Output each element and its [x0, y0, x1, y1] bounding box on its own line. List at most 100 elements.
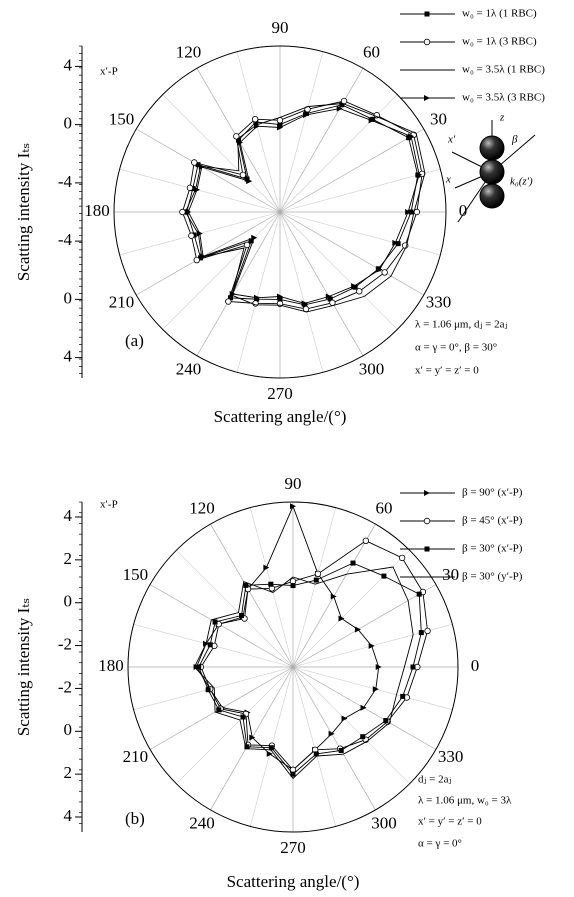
y-tick-label: -2 [58, 634, 72, 653]
y-tick-label: 2 [64, 763, 73, 782]
angle-label: 30 [430, 109, 447, 128]
marker [301, 300, 308, 307]
marker [372, 686, 379, 693]
annotation: α = γ = 0°, β = 30° [415, 342, 497, 354]
legend-label: w₀ = 3.5λ (3 RBC) [462, 92, 545, 104]
marker [313, 577, 319, 583]
marker [303, 111, 310, 118]
angle-label: 120 [189, 498, 215, 517]
marker [252, 300, 259, 307]
marker [383, 718, 389, 724]
diagram-label: z [499, 112, 505, 124]
marker [340, 97, 348, 105]
minor-spoke [279, 211, 441, 256]
marker [376, 266, 383, 273]
marker [229, 290, 236, 297]
marker [416, 591, 422, 597]
spoke [210, 523, 294, 668]
y-tick-label: 2 [64, 549, 73, 568]
diagram-label: x [445, 174, 451, 186]
angle-label: 330 [426, 292, 452, 311]
marker [362, 537, 370, 545]
y-tick-label: -2 [58, 677, 72, 696]
minor-spoke [236, 211, 281, 373]
minor-spoke [292, 666, 410, 784]
marker [251, 115, 259, 123]
marker [251, 234, 258, 241]
y-tick-label: 0 [64, 592, 73, 611]
marker [263, 564, 270, 571]
annotation: α = γ = 0° [418, 838, 462, 850]
marker [392, 239, 399, 246]
marker [238, 612, 244, 618]
angle-label: 30 [442, 565, 459, 584]
marker [254, 123, 261, 130]
minor-spoke [292, 666, 336, 827]
marker [338, 748, 344, 754]
marker [227, 295, 233, 301]
marker [381, 269, 388, 276]
marker [314, 570, 322, 578]
marker [410, 664, 416, 670]
angle-label: 180 [98, 656, 124, 675]
y-tick-label: -4 [58, 172, 73, 191]
marker [254, 294, 261, 301]
y-tick-label: 4 [64, 55, 73, 74]
marker [277, 296, 283, 302]
marker [266, 750, 273, 757]
outer-circle [113, 45, 447, 379]
marker [196, 230, 203, 237]
marker [370, 116, 376, 122]
marker [408, 133, 415, 140]
angle-label: 210 [123, 747, 149, 766]
marker [205, 687, 211, 693]
minor-spoke [292, 550, 410, 668]
marker [195, 162, 201, 168]
y-tick-label: 4 [64, 347, 73, 366]
y-axis-label: Scatting intensity Iₜₛ [14, 598, 33, 736]
annotation: λ = 1.06 μm, w₀ = 3λ [418, 795, 512, 807]
marker [424, 11, 430, 17]
y-tick-label: 4 [64, 506, 73, 525]
angle-label: 240 [176, 359, 202, 378]
marker [328, 730, 335, 737]
angle-label: 150 [109, 109, 135, 128]
legend-label: β = 45° (x′-P) [462, 515, 523, 527]
angle-label: 300 [359, 359, 385, 378]
marker [212, 619, 218, 625]
marker [336, 105, 343, 112]
marker [375, 664, 382, 670]
marker [423, 517, 431, 525]
legend-label: w₀ = 3.5λ (1 RBC) [462, 64, 545, 76]
marker [303, 111, 309, 117]
angle-label: 270 [267, 384, 293, 403]
y-tick-label: 0 [64, 288, 73, 307]
angle-label: 240 [189, 814, 215, 833]
marker [341, 715, 348, 722]
marker [360, 704, 367, 711]
spoke [149, 584, 294, 668]
minor-spoke [176, 550, 294, 668]
marker [424, 95, 430, 101]
x-axis-label: Scattering angle/(°) [214, 407, 347, 426]
marker [290, 771, 296, 777]
marker [416, 171, 423, 178]
marker [418, 630, 424, 636]
y-tick-label: 0 [64, 114, 73, 133]
angle-label: 60 [363, 42, 380, 61]
angle-label: 90 [285, 474, 302, 493]
series-line [196, 505, 380, 771]
marker [395, 241, 401, 247]
annotation: (b) [125, 809, 145, 828]
minor-spoke [279, 211, 398, 330]
marker [339, 102, 345, 108]
angle-label: 60 [376, 498, 393, 517]
angle-label: 180 [84, 201, 110, 220]
marker [290, 503, 296, 510]
marker [225, 298, 232, 305]
marker [277, 293, 283, 300]
angle-label: 330 [438, 747, 464, 766]
marker [188, 232, 195, 239]
marker [277, 122, 283, 128]
